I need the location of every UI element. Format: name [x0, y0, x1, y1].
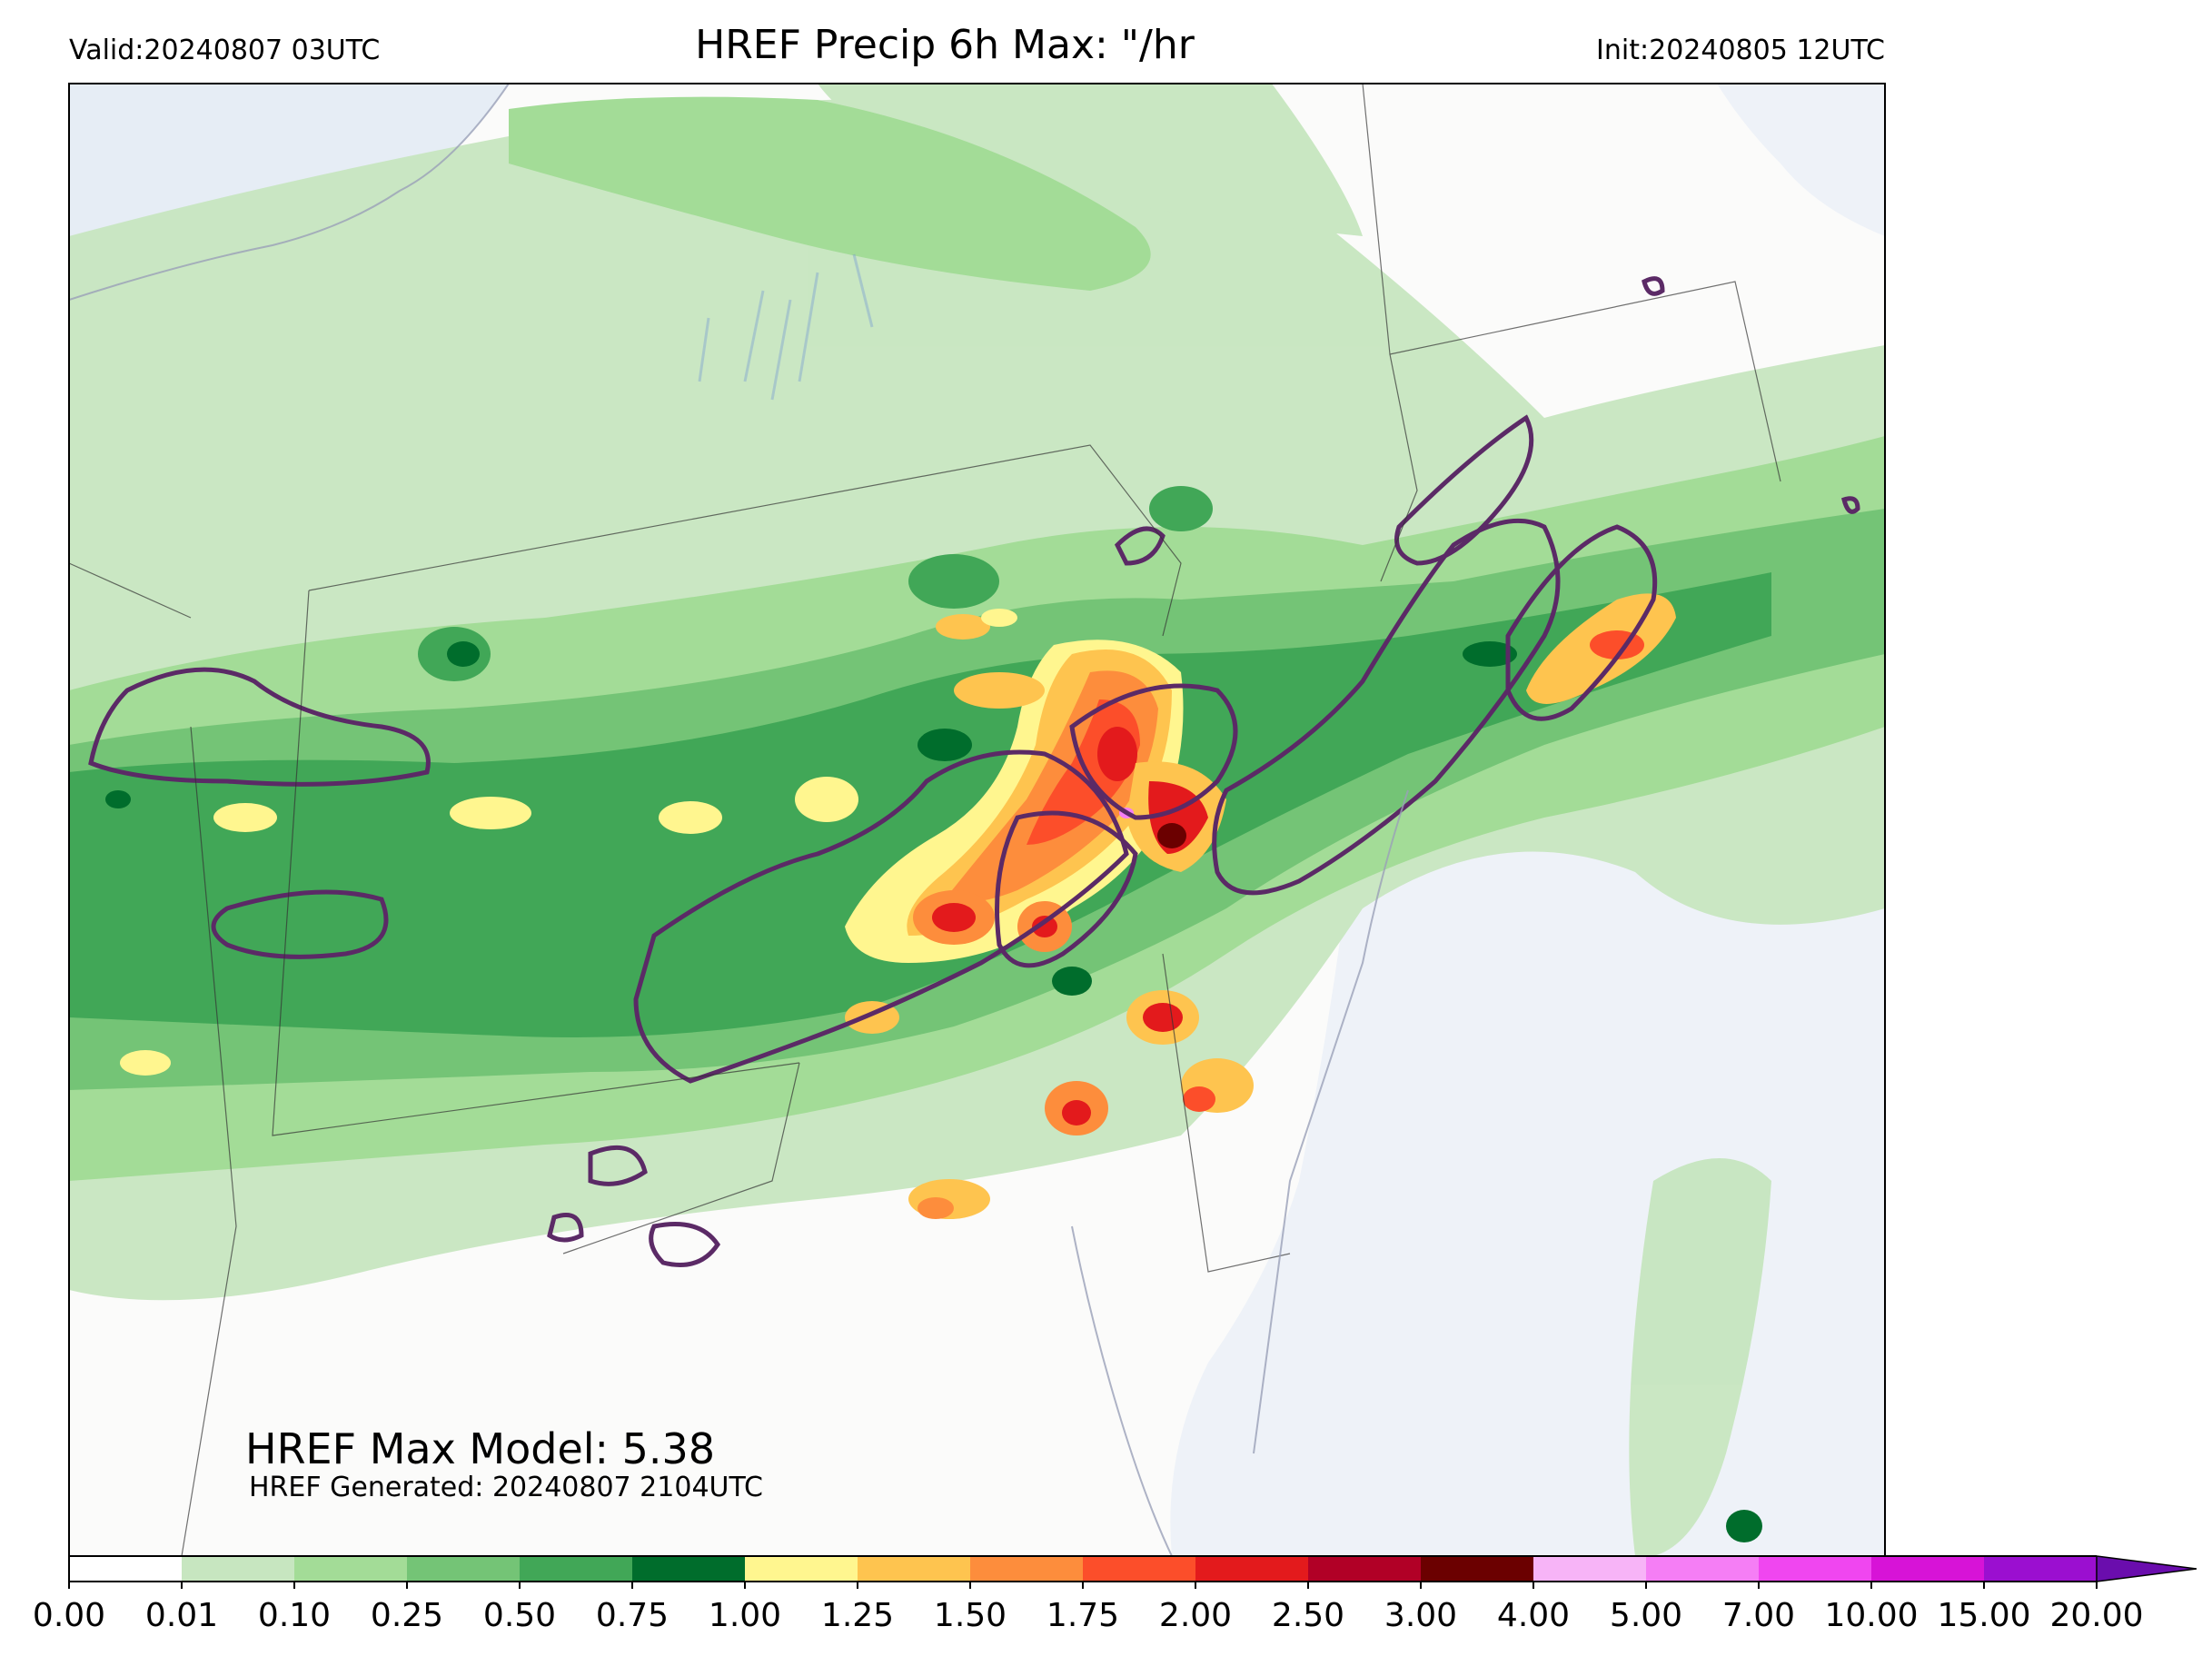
colorbar-segment	[745, 1556, 858, 1582]
colorbar-tick-label: 1.50	[933, 1597, 1007, 1634]
finger-lakes	[698, 253, 874, 401]
colorbar-segment	[1871, 1556, 1984, 1582]
colorbar-segment	[1083, 1556, 1195, 1582]
coastlines	[69, 84, 1409, 1556]
colorbar-tick-label: 1.00	[708, 1597, 782, 1634]
colorbar-tick-label: 2.50	[1271, 1597, 1345, 1634]
colorbar-segment	[69, 1556, 182, 1582]
map-content	[69, 84, 1885, 1556]
init-time-label: Init:20240805 12UTC	[1596, 35, 1885, 66]
political-borders	[69, 84, 1781, 1556]
precip-core-green	[105, 641, 1762, 1542]
colorbar	[68, 1555, 2197, 1589]
colorbar-segment	[1195, 1556, 1308, 1582]
colorbar-tick-label: 0.10	[257, 1597, 332, 1634]
colorbar-segment	[1421, 1556, 1533, 1582]
colorbar-segment	[520, 1556, 632, 1582]
colorbar-tick-label: 2.00	[1158, 1597, 1233, 1634]
precip-cores-warm	[120, 593, 1676, 1219]
colorbar-tick-label: 4.00	[1496, 1597, 1571, 1634]
precip-contours	[88, 276, 1860, 1267]
precip-band-heavy	[69, 486, 1771, 1037]
colorbar-tick-label: 0.75	[595, 1597, 670, 1634]
colorbar-tick-label: 1.25	[820, 1597, 895, 1634]
colorbar-segment	[1646, 1556, 1759, 1582]
valid-time-label: Valid:20240807 03UTC	[69, 35, 381, 66]
colorbar-segment	[407, 1556, 520, 1582]
colorbar-tick-label: 0.00	[32, 1597, 106, 1634]
colorbar-segment	[970, 1556, 1083, 1582]
colorbar-tick-label: 10.00	[1824, 1597, 1919, 1634]
colorbar-tick-label: 3.00	[1384, 1597, 1458, 1634]
colorbar-tick-label: 7.00	[1721, 1597, 1796, 1634]
colorbar-segment	[1759, 1556, 1871, 1582]
colorbar-segment	[1533, 1556, 1646, 1582]
colorbar-tick-label: 0.50	[482, 1597, 557, 1634]
colorbar-tick-label: 20.00	[2049, 1597, 2144, 1634]
map-title: HREF Precip 6h Max: "/hr	[695, 22, 1195, 68]
colorbar-segment	[294, 1556, 407, 1582]
colorbar-segment	[632, 1556, 745, 1582]
colorbar-tick-label: 0.01	[144, 1597, 219, 1634]
colorbar-tick-label: 15.00	[1937, 1597, 2031, 1634]
colorbar-segment	[1308, 1556, 1421, 1582]
colorbar-segment	[858, 1556, 970, 1582]
colorbar-tick-label: 1.75	[1046, 1597, 1120, 1634]
generated-annotation: HREF Generated: 20240807 2104UTC	[249, 1472, 764, 1503]
colorbar-tick-label: 0.25	[370, 1597, 444, 1634]
colorbar-tick-label: 5.00	[1609, 1597, 1683, 1634]
colorbar-segment	[182, 1556, 294, 1582]
gulf-of-maine	[1717, 84, 1885, 236]
colorbar-extend-arrow	[2096, 1555, 2197, 1582]
max-model-annotation: HREF Max Model: 5.38	[245, 1424, 716, 1473]
colorbar-segment	[1984, 1556, 2097, 1582]
